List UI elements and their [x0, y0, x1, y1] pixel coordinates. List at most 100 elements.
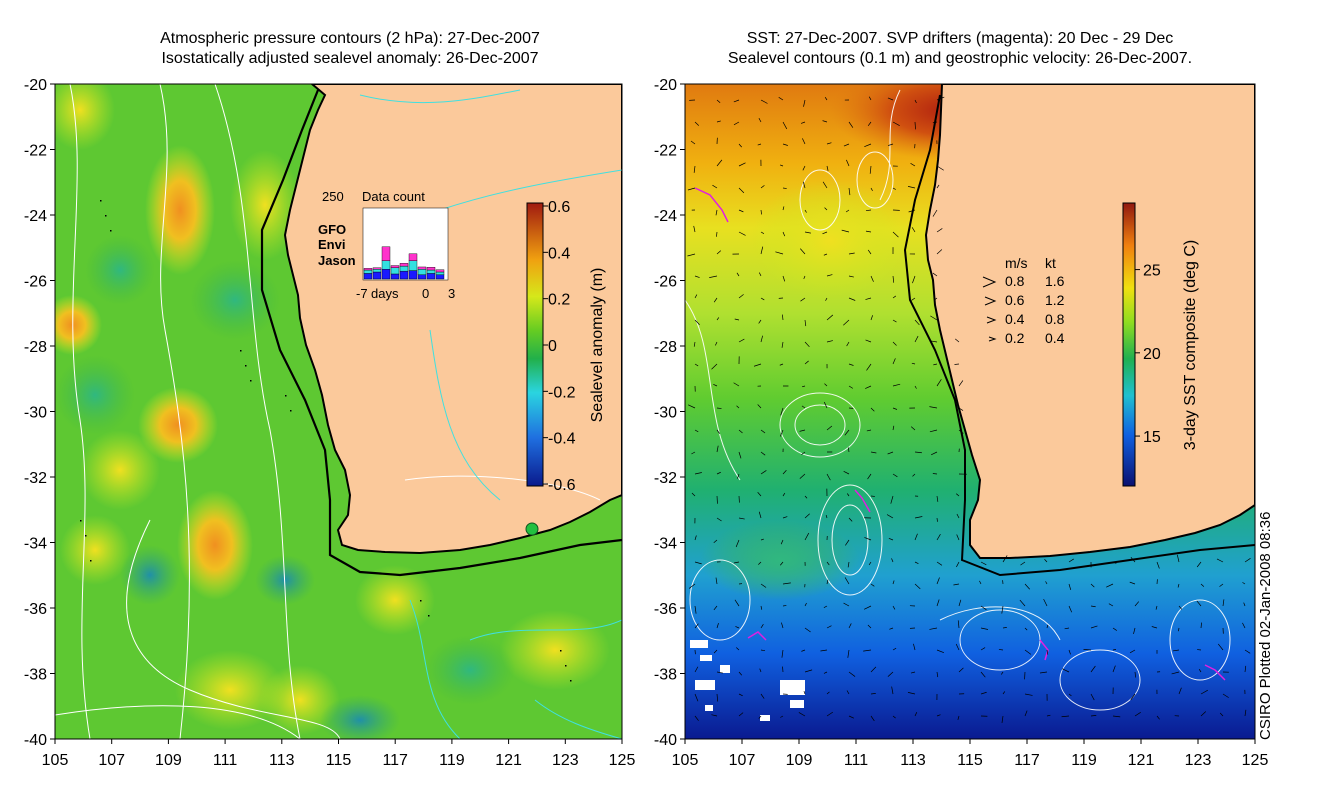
velocity-arrow	[870, 275, 874, 282]
left-map-title: Atmospheric pressure contours (2 hPa): 2…	[60, 29, 640, 69]
velocity-arrow	[1219, 712, 1224, 717]
right-lat-tick-label: -26	[654, 274, 677, 291]
velocity-arrow	[804, 319, 807, 327]
left-lat-tick-label: -24	[24, 208, 47, 225]
velocity-arrow	[691, 451, 696, 455]
velocity-arrow	[780, 715, 784, 718]
speed-legend-arrow	[982, 276, 997, 288]
velocity-arrow	[848, 385, 854, 389]
velocity-arrow	[892, 319, 897, 323]
velocity-arrow	[914, 712, 918, 717]
velocity-arrow	[1196, 600, 1202, 607]
velocity-arrow	[1090, 605, 1096, 608]
velocity-arrow	[870, 666, 877, 673]
velocity-arrow	[1133, 627, 1136, 634]
velocity-arrow	[758, 561, 762, 565]
velocity-arrow	[802, 181, 806, 189]
velocity-arrow	[733, 561, 740, 564]
velocity-arrow	[716, 317, 720, 321]
velocity-arrow	[820, 649, 828, 652]
velocity-arrow	[843, 602, 850, 607]
left-shelf-break	[260, 89, 622, 577]
velocity-arrow	[843, 143, 850, 147]
right-land-australia	[924, 84, 1255, 559]
velocity-arrow	[758, 511, 762, 519]
velocity-arrow	[1002, 691, 1006, 695]
velocity-arrow	[734, 599, 740, 607]
velocity-arrow	[1024, 583, 1030, 590]
velocity-arrow	[826, 473, 831, 481]
left-lat-tick-label: -30	[24, 405, 47, 422]
velocity-arrow	[1068, 605, 1073, 613]
velocity-arrow	[958, 667, 964, 673]
velocity-arrow	[738, 693, 743, 697]
velocity-arrow	[914, 385, 917, 389]
velocity-arrow	[911, 227, 916, 233]
right-lon-tick-label: 121	[1128, 752, 1155, 769]
velocity-arrow	[1198, 668, 1202, 673]
left-lat-tick-label: -20	[24, 77, 47, 94]
velocity-arrow	[826, 165, 829, 171]
velocity-arrow	[823, 605, 828, 609]
inset-bar-gfo	[372, 267, 382, 270]
velocity-arrow	[760, 246, 764, 255]
velocity-arrow	[779, 429, 784, 437]
velocity-arrow	[954, 338, 960, 343]
velocity-arrow	[910, 163, 916, 167]
velocity-arrow	[760, 335, 763, 343]
left-lon-tick-label: 119	[439, 752, 465, 769]
velocity-arrow	[694, 535, 697, 541]
velocity-arrow	[1020, 561, 1026, 566]
velocity-arrow	[1196, 561, 1202, 568]
velocity-arrow	[1200, 711, 1207, 717]
velocity-arrow	[1200, 583, 1205, 587]
velocity-arrow	[1024, 627, 1028, 631]
velocity-arrow	[1108, 603, 1114, 607]
velocity-arrow	[822, 231, 828, 235]
velocity-arrow	[914, 335, 919, 343]
sst-tick-label: 25	[1143, 263, 1161, 280]
velocity-arrow	[782, 187, 787, 189]
right-lon-tick-label: 117	[1014, 752, 1040, 769]
left-track-dots	[80, 200, 572, 682]
velocity-arrow	[1244, 665, 1247, 673]
velocity-arrow	[892, 647, 897, 651]
velocity-arrow	[911, 297, 916, 301]
velocity-arrow	[688, 404, 696, 409]
left-lat-tick-label: -32	[24, 470, 47, 487]
velocity-arrow	[1134, 671, 1137, 678]
velocity-arrow	[716, 99, 721, 104]
velocity-arrow	[799, 473, 806, 479]
velocity-arrow	[956, 513, 960, 519]
velocity-arrow	[760, 429, 766, 434]
velocity-arrow	[694, 715, 699, 721]
inset-xlabel-days: days	[371, 286, 399, 301]
velocity-arrow	[892, 358, 896, 365]
velocity-arrow	[757, 492, 762, 497]
inset-bar-jason	[408, 270, 418, 280]
velocity-arrow	[801, 385, 806, 388]
velocity-arrow	[760, 583, 767, 588]
velocity-arrow	[823, 671, 828, 674]
velocity-arrow	[824, 96, 828, 101]
svp-drifter-tracks	[694, 187, 1226, 681]
speed-legend-arrow	[984, 296, 997, 306]
velocity-arrow	[709, 275, 718, 278]
velocity-arrow	[886, 514, 894, 519]
velocity-arrow	[998, 649, 1004, 651]
sla-tick-label: 0.4	[548, 245, 570, 262]
velocity-arrow	[760, 99, 768, 104]
velocity-arrow	[1001, 605, 1004, 614]
inset-bar-envi	[417, 269, 427, 276]
velocity-arrow	[867, 473, 872, 480]
velocity-arrow	[846, 690, 850, 695]
velocity-arrow	[931, 340, 938, 343]
velocity-arrow	[1001, 715, 1004, 724]
sst-colorbar: 25 20 15 3-day SST composite (deg C)	[1122, 202, 1199, 487]
sealevel-colorbar-ramp	[526, 202, 544, 487]
velocity-arrow	[844, 577, 850, 585]
sla-tick-label: 0.2	[548, 292, 570, 309]
velocity-arrow	[1106, 583, 1114, 588]
speed-legend-header-ms: m/s	[1005, 255, 1028, 271]
velocity-arrow	[1242, 582, 1246, 585]
